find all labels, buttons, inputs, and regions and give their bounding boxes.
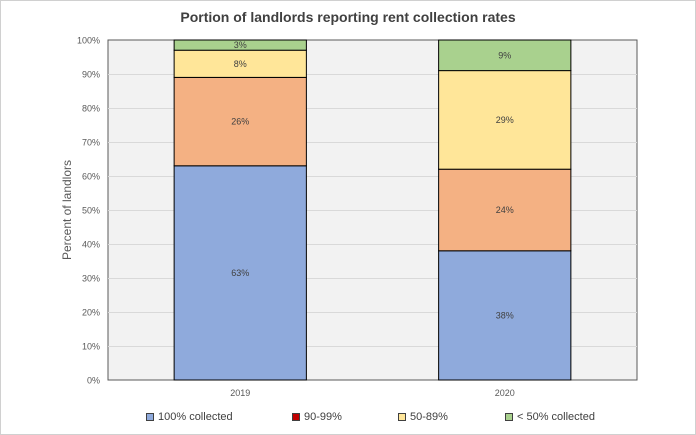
legend-item-under-50: < 50% collected: [505, 411, 595, 423]
data-label: 24%: [496, 205, 514, 215]
bar-2019-segment-4: [173, 39, 307, 51]
x-tick-label: 2019: [230, 388, 250, 398]
y-tick-label: 0%: [87, 376, 100, 386]
legend-swatch: [146, 413, 154, 421]
y-tick-label: 100%: [77, 36, 100, 46]
legend-swatch: [398, 413, 406, 421]
bar-2020-segment-3: [438, 70, 572, 170]
legend-label: 100% collected: [158, 411, 233, 423]
y-tick-label: 30%: [82, 274, 100, 284]
y-tick-label: 80%: [82, 104, 100, 114]
data-label: 26%: [231, 117, 249, 127]
y-tick-label: 10%: [82, 342, 100, 352]
y-axis-label: Percent of landlors: [60, 160, 74, 260]
legend: 100% collected 90-99% 50-89% < 50% colle…: [0, 411, 696, 427]
legend-swatch: [292, 413, 300, 421]
legend-label: < 50% collected: [517, 411, 595, 423]
legend-item-90-99: 90-99%: [292, 411, 342, 423]
legend-label: 50-89%: [410, 411, 448, 423]
y-tick-label: 60%: [82, 172, 100, 182]
data-label: 3%: [234, 40, 247, 50]
y-tick-label: 70%: [82, 138, 100, 148]
y-tick-label: 50%: [82, 206, 100, 216]
data-label: 63%: [231, 268, 249, 278]
data-label: 38%: [496, 310, 514, 320]
legend-label: 90-99%: [304, 411, 342, 423]
chart-title: Portion of landlords reporting rent coll…: [180, 9, 516, 25]
data-label: 8%: [234, 59, 247, 69]
y-tick-label: 20%: [82, 308, 100, 318]
bar-2019-segment-0: [173, 165, 307, 381]
bar-2020-segment-0: [438, 250, 572, 381]
legend-item-100-collected: 100% collected: [146, 411, 233, 423]
legend-item-50-89: 50-89%: [398, 411, 448, 423]
data-label: 29%: [496, 115, 514, 125]
y-tick-label: 90%: [82, 70, 100, 80]
bar-2020-segment-4: [438, 39, 572, 72]
data-label: 9%: [498, 50, 511, 60]
bar-2020-segment-2: [438, 168, 572, 252]
legend-swatch: [505, 413, 513, 421]
x-tick-label: 2020: [495, 388, 515, 398]
y-tick-label: 40%: [82, 240, 100, 250]
